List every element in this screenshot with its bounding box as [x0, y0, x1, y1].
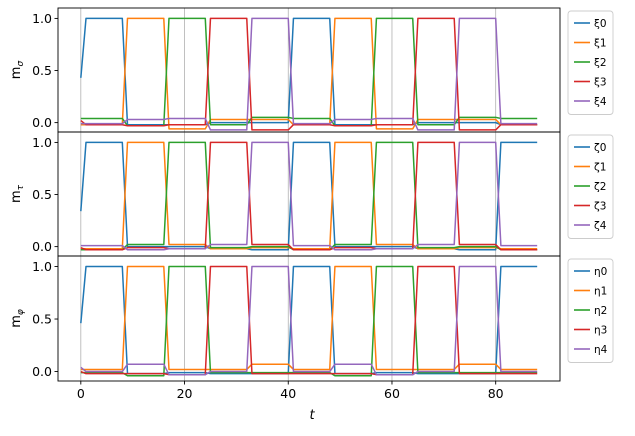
- y-tick-label: 0.0: [32, 115, 52, 130]
- legend-label: η2: [594, 305, 607, 317]
- y-axis-label: mφ: [9, 309, 26, 328]
- axes-frame: [57, 7, 561, 133]
- axes-frame: [57, 255, 561, 382]
- x-tick-label: 0: [77, 386, 85, 401]
- x-tick-label: 60: [384, 386, 400, 401]
- legend-label: ζ0: [594, 142, 606, 154]
- series-line-1-0: [80, 17, 538, 126]
- y-tick-label: 0.0: [32, 364, 52, 379]
- legend-label: ξ3: [594, 77, 607, 89]
- series-line-3-4: [80, 265, 538, 376]
- legend-label: ζ3: [594, 201, 606, 213]
- y-axis-label: mσ: [9, 61, 26, 80]
- y-tick-label: 1.0: [32, 135, 52, 150]
- series-line-3-1: [80, 265, 538, 371]
- legend-label: ξ4: [594, 96, 607, 108]
- series-line-3-3: [80, 265, 538, 376]
- series-line-1-3: [80, 17, 538, 131]
- legend-label: η4: [594, 344, 608, 356]
- legend-label: ζ1: [594, 162, 606, 174]
- series-line-2-3: [80, 141, 538, 251]
- legend-label: ζ4: [594, 220, 607, 232]
- legend-label: ζ2: [594, 181, 606, 193]
- legend-label: η0: [594, 266, 607, 278]
- legend-box: [567, 10, 614, 115]
- legend-label: ξ1: [594, 38, 607, 50]
- series-line-2-1: [80, 141, 538, 250]
- x-tick-label: 80: [488, 386, 504, 401]
- series-line-1-2: [80, 17, 538, 127]
- x-tick-label: 40: [280, 386, 296, 401]
- legend-label: η3: [594, 325, 607, 337]
- legend-label: ξ2: [594, 57, 607, 69]
- legend-box: [567, 258, 614, 363]
- legend-box: [567, 134, 614, 239]
- series-line-3-0: [80, 265, 538, 375]
- y-tick-label: 0.0: [32, 239, 52, 254]
- y-tick-label: 1.0: [32, 259, 52, 274]
- y-tick-label: 0.5: [32, 63, 52, 78]
- y-tick-label: 0.5: [32, 312, 52, 327]
- series-line-2-0: [80, 141, 538, 251]
- x-axis-label: t: [309, 408, 315, 423]
- series-line-3-2: [80, 265, 538, 377]
- series-line-2-2: [80, 141, 538, 251]
- x-tick-label: 20: [177, 386, 193, 401]
- series-line-1-4: [80, 17, 538, 131]
- y-axis-label: mτ: [9, 184, 26, 203]
- y-tick-label: 1.0: [32, 11, 52, 26]
- legend-label: η1: [594, 286, 607, 298]
- legend-label: ξ0: [594, 18, 607, 30]
- series-line-2-4: [80, 141, 538, 251]
- series-line-1-1: [80, 17, 538, 130]
- y-tick-label: 0.5: [32, 187, 52, 202]
- axes-frame: [57, 131, 561, 257]
